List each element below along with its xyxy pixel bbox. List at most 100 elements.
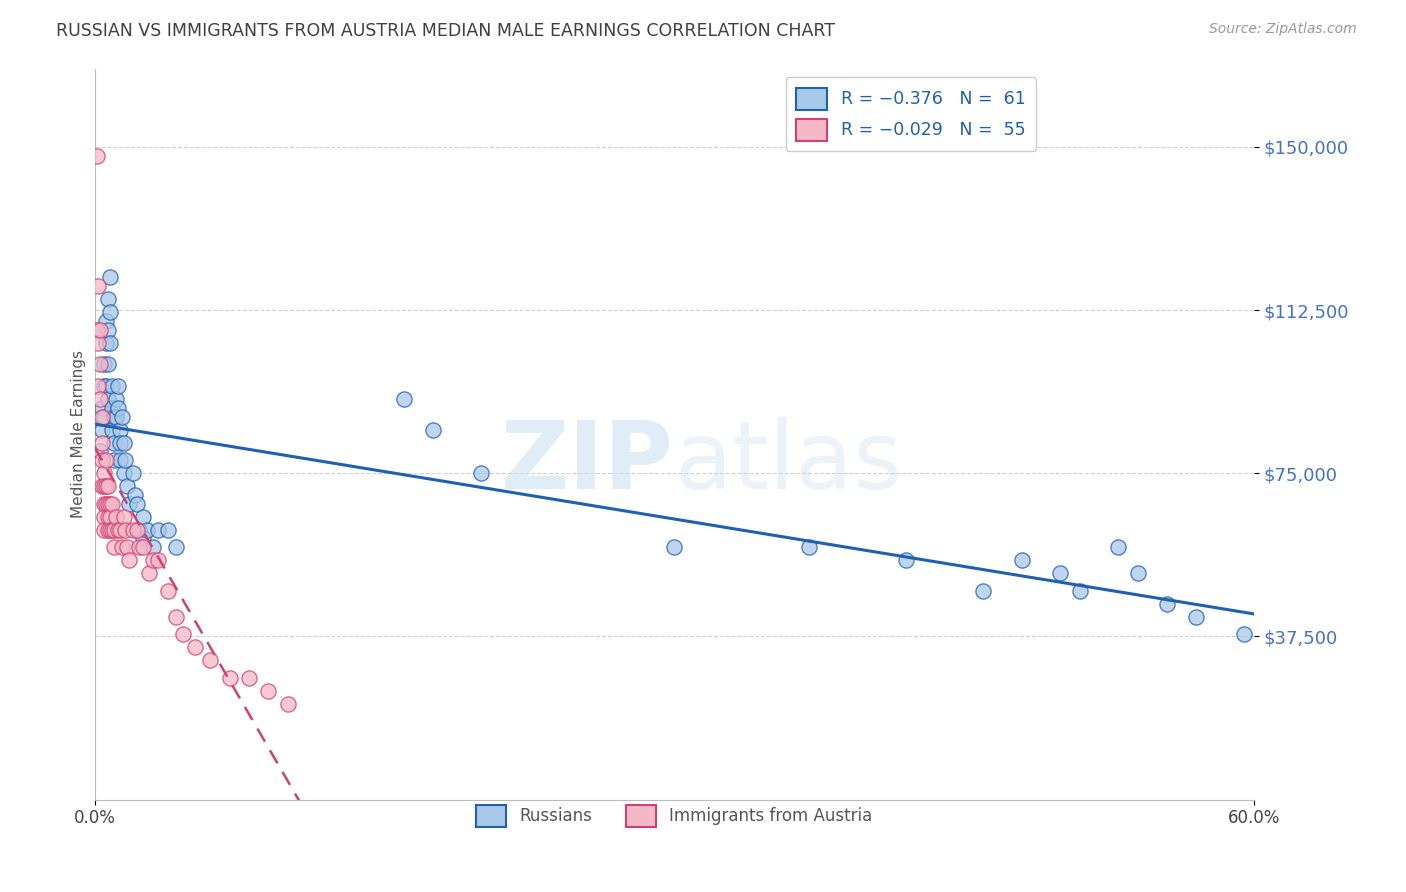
- Point: [86, 148, 108, 162]
- Point: [148, 553, 170, 567]
- Point: [114, 523, 136, 537]
- Point: [125, 523, 148, 537]
- Point: [91, 479, 114, 493]
- Point: [93, 479, 115, 493]
- Point: [108, 423, 131, 437]
- Point: [87, 335, 110, 350]
- Point: [98, 497, 121, 511]
- Point: [97, 358, 120, 372]
- Point: [422, 423, 444, 437]
- Point: [89, 358, 111, 372]
- Point: [98, 523, 121, 537]
- Point: [112, 435, 135, 450]
- Point: [103, 540, 125, 554]
- Point: [218, 671, 240, 685]
- Point: [972, 583, 994, 598]
- Point: [114, 453, 136, 467]
- Point: [103, 435, 125, 450]
- Point: [128, 540, 150, 554]
- Point: [91, 453, 114, 467]
- Point: [165, 540, 187, 554]
- Point: [200, 653, 222, 667]
- Point: [141, 540, 163, 554]
- Point: [108, 435, 131, 450]
- Point: [103, 409, 125, 424]
- Point: [1049, 566, 1071, 581]
- Point: [165, 609, 187, 624]
- Point: [128, 523, 150, 537]
- Point: [104, 409, 127, 424]
- Point: [98, 270, 121, 285]
- Point: [470, 466, 492, 480]
- Point: [124, 488, 146, 502]
- Point: [91, 409, 114, 424]
- Point: [392, 392, 415, 407]
- Point: [96, 314, 118, 328]
- Point: [97, 392, 120, 407]
- Point: [89, 322, 111, 336]
- Point: [98, 509, 121, 524]
- Point: [108, 453, 131, 467]
- Point: [138, 566, 160, 581]
- Point: [112, 466, 135, 480]
- Point: [1011, 553, 1033, 567]
- Point: [93, 379, 115, 393]
- Point: [1184, 609, 1206, 624]
- Point: [156, 523, 179, 537]
- Point: [89, 444, 111, 458]
- Point: [148, 523, 170, 537]
- Point: [101, 497, 124, 511]
- Point: [257, 683, 280, 698]
- Point: [91, 401, 114, 415]
- Point: [141, 553, 163, 567]
- Point: [96, 453, 118, 467]
- Point: [117, 540, 139, 554]
- Point: [93, 358, 115, 372]
- Point: [93, 466, 115, 480]
- Point: [98, 335, 121, 350]
- Point: [91, 435, 114, 450]
- Point: [135, 523, 157, 537]
- Point: [97, 523, 120, 537]
- Point: [110, 540, 132, 554]
- Y-axis label: Median Male Earnings: Median Male Earnings: [72, 350, 86, 518]
- Point: [91, 423, 114, 437]
- Point: [101, 523, 124, 537]
- Point: [1126, 566, 1149, 581]
- Point: [107, 523, 129, 537]
- Point: [101, 401, 124, 415]
- Point: [122, 523, 145, 537]
- Point: [97, 292, 120, 306]
- Point: [132, 540, 155, 554]
- Point: [118, 497, 141, 511]
- Point: [662, 540, 685, 554]
- Point: [93, 523, 115, 537]
- Point: [93, 509, 115, 524]
- Point: [104, 392, 127, 407]
- Point: [103, 523, 125, 537]
- Point: [277, 697, 299, 711]
- Point: [117, 479, 139, 493]
- Point: [107, 401, 129, 415]
- Point: [1233, 627, 1256, 641]
- Point: [101, 423, 124, 437]
- Text: ZIP: ZIP: [501, 417, 673, 509]
- Point: [98, 305, 121, 319]
- Point: [112, 509, 135, 524]
- Point: [1107, 540, 1129, 554]
- Text: atlas: atlas: [673, 417, 903, 509]
- Point: [184, 640, 207, 655]
- Legend: Russians, Immigrants from Austria: Russians, Immigrants from Austria: [468, 797, 880, 835]
- Point: [89, 392, 111, 407]
- Point: [87, 379, 110, 393]
- Point: [104, 509, 127, 524]
- Point: [238, 671, 260, 685]
- Text: RUSSIAN VS IMMIGRANTS FROM AUSTRIA MEDIAN MALE EARNINGS CORRELATION CHART: RUSSIAN VS IMMIGRANTS FROM AUSTRIA MEDIA…: [56, 22, 835, 40]
- Point: [86, 322, 108, 336]
- Point: [103, 453, 125, 467]
- Point: [118, 553, 141, 567]
- Point: [96, 497, 118, 511]
- Point: [894, 553, 917, 567]
- Point: [93, 497, 115, 511]
- Point: [96, 335, 118, 350]
